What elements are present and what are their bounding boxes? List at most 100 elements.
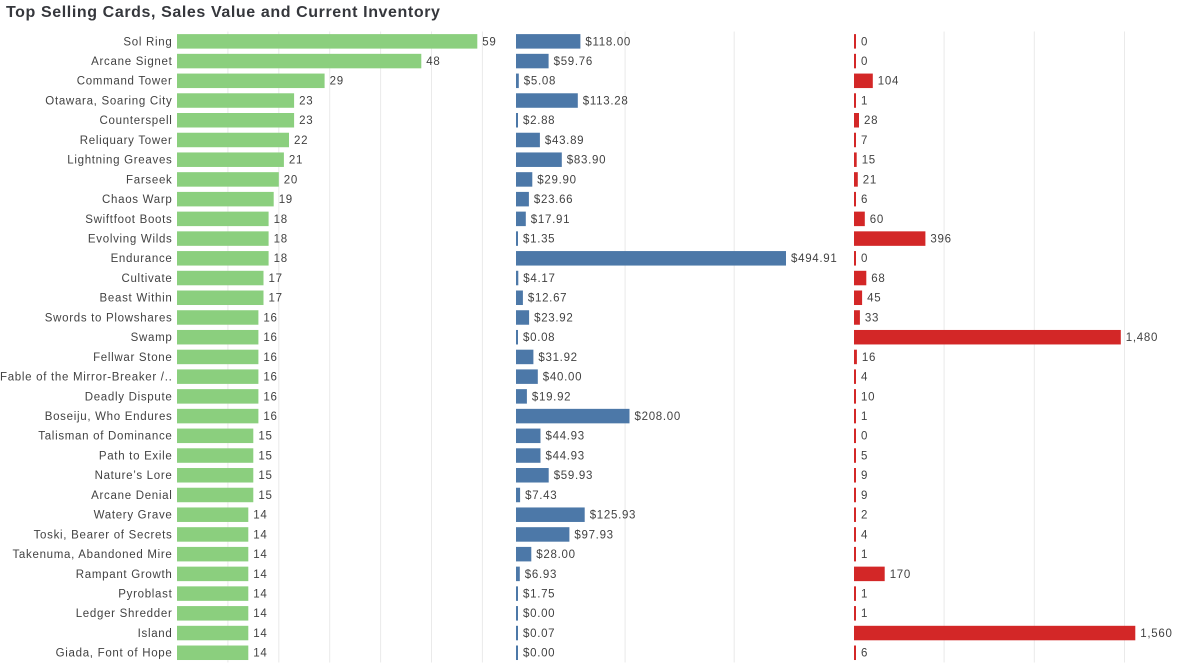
svg-text:$43.89: $43.89 (545, 135, 584, 147)
svg-text:Arcane Signet: Arcane Signet (91, 56, 172, 68)
svg-text:Endurance: Endurance (111, 253, 173, 265)
svg-text:14: 14 (253, 628, 267, 640)
svg-text:Ledger Shredder: Ledger Shredder (76, 608, 173, 620)
svg-text:14: 14 (253, 529, 267, 541)
svg-text:$31.92: $31.92 (538, 352, 577, 364)
svg-text:$1.35: $1.35 (523, 234, 555, 246)
svg-text:Path to Exile: Path to Exile (99, 450, 173, 462)
svg-text:Chaos Warp: Chaos Warp (102, 194, 173, 206)
svg-text:15: 15 (258, 490, 272, 502)
svg-text:104: 104 (878, 76, 899, 88)
svg-text:Swamp: Swamp (131, 332, 173, 344)
svg-text:$125.93: $125.93 (590, 510, 636, 522)
svg-text:$23.66: $23.66 (534, 194, 573, 206)
svg-text:21: 21 (289, 155, 303, 167)
svg-text:$59.76: $59.76 (554, 56, 593, 68)
svg-text:15: 15 (862, 155, 876, 167)
svg-text:23: 23 (299, 95, 313, 107)
svg-text:23: 23 (299, 115, 313, 127)
svg-text:$113.28: $113.28 (583, 95, 629, 107)
svg-text:14: 14 (253, 549, 267, 561)
svg-text:$0.07: $0.07 (523, 628, 555, 640)
svg-text:17: 17 (269, 293, 283, 305)
svg-text:Deadly Dispute: Deadly Dispute (85, 391, 173, 403)
svg-text:Pyroblast: Pyroblast (118, 589, 172, 601)
svg-text:21: 21 (863, 174, 877, 186)
svg-text:Fellwar Stone: Fellwar Stone (93, 352, 172, 364)
svg-text:16: 16 (263, 411, 277, 423)
svg-text:16: 16 (263, 391, 277, 403)
svg-text:1: 1 (861, 549, 868, 561)
svg-text:16: 16 (263, 352, 277, 364)
svg-text:7: 7 (861, 135, 868, 147)
svg-text:$23.92: $23.92 (534, 312, 573, 324)
svg-text:17: 17 (269, 273, 283, 285)
svg-text:33: 33 (865, 312, 879, 324)
svg-text:14: 14 (253, 569, 267, 581)
svg-text:1: 1 (861, 95, 868, 107)
svg-text:1: 1 (861, 589, 868, 601)
svg-text:6: 6 (861, 648, 868, 660)
svg-text:Swords to Plowshares: Swords to Plowshares (45, 312, 173, 324)
svg-text:Lightning Greaves: Lightning Greaves (67, 155, 172, 167)
svg-text:$17.91: $17.91 (531, 214, 570, 226)
svg-text:Beast Within: Beast Within (100, 293, 173, 305)
svg-text:48: 48 (426, 56, 440, 68)
svg-text:$97.93: $97.93 (574, 529, 613, 541)
svg-text:29: 29 (330, 76, 344, 88)
svg-text:1: 1 (861, 411, 868, 423)
svg-text:0: 0 (861, 431, 868, 443)
svg-text:16: 16 (263, 312, 277, 324)
svg-text:4: 4 (861, 529, 868, 541)
svg-text:22: 22 (294, 135, 308, 147)
svg-text:59: 59 (482, 36, 496, 48)
svg-text:19: 19 (279, 194, 293, 206)
svg-text:Fable of the Mirror-Breaker /.: Fable of the Mirror-Breaker /.. (0, 372, 173, 384)
svg-text:0: 0 (861, 56, 868, 68)
svg-text:Rampant Growth: Rampant Growth (76, 569, 173, 581)
svg-text:Sol Ring: Sol Ring (123, 36, 172, 48)
svg-text:28: 28 (864, 115, 878, 127)
svg-text:Giada, Font of Hope: Giada, Font of Hope (56, 648, 173, 660)
svg-text:$12.67: $12.67 (528, 293, 567, 305)
svg-text:$6.93: $6.93 (525, 569, 557, 581)
svg-text:Counterspell: Counterspell (100, 115, 173, 127)
svg-text:Top Selling Cards, Sales Value: Top Selling Cards, Sales Value and Curre… (6, 4, 441, 21)
svg-text:$0.00: $0.00 (523, 608, 555, 620)
svg-text:Farseek: Farseek (126, 174, 172, 186)
svg-text:1,560: 1,560 (1140, 628, 1172, 640)
svg-text:14: 14 (253, 608, 267, 620)
svg-text:$44.93: $44.93 (546, 450, 585, 462)
svg-text:15: 15 (258, 431, 272, 443)
svg-text:$83.90: $83.90 (567, 155, 606, 167)
svg-text:Cultivate: Cultivate (121, 273, 172, 285)
svg-text:396: 396 (930, 234, 951, 246)
svg-text:Evolving Wilds: Evolving Wilds (88, 234, 173, 246)
svg-text:9: 9 (861, 470, 868, 482)
svg-text:Talisman of Dominance: Talisman of Dominance (38, 431, 172, 443)
svg-text:9: 9 (861, 490, 868, 502)
svg-text:18: 18 (274, 234, 288, 246)
svg-text:5: 5 (861, 450, 868, 462)
svg-text:$28.00: $28.00 (536, 549, 575, 561)
svg-text:Arcane Denial: Arcane Denial (91, 490, 172, 502)
svg-text:2: 2 (861, 510, 868, 522)
svg-text:15: 15 (258, 470, 272, 482)
svg-text:18: 18 (274, 214, 288, 226)
svg-text:10: 10 (861, 391, 875, 403)
svg-text:$0.08: $0.08 (523, 332, 555, 344)
svg-text:14: 14 (253, 510, 267, 522)
svg-text:$2.88: $2.88 (523, 115, 555, 127)
svg-text:$40.00: $40.00 (543, 372, 582, 384)
svg-text:$0.00: $0.00 (523, 648, 555, 660)
svg-text:0: 0 (861, 253, 868, 265)
svg-text:$59.93: $59.93 (554, 470, 593, 482)
svg-text:1: 1 (861, 608, 868, 620)
svg-text:14: 14 (253, 648, 267, 660)
svg-text:18: 18 (274, 253, 288, 265)
svg-text:1,480: 1,480 (1126, 332, 1158, 344)
svg-text:Otawara, Soaring City: Otawara, Soaring City (45, 95, 172, 107)
svg-text:$29.90: $29.90 (537, 174, 576, 186)
svg-text:Boseiju, Who Endures: Boseiju, Who Endures (45, 411, 173, 423)
svg-text:6: 6 (861, 194, 868, 206)
